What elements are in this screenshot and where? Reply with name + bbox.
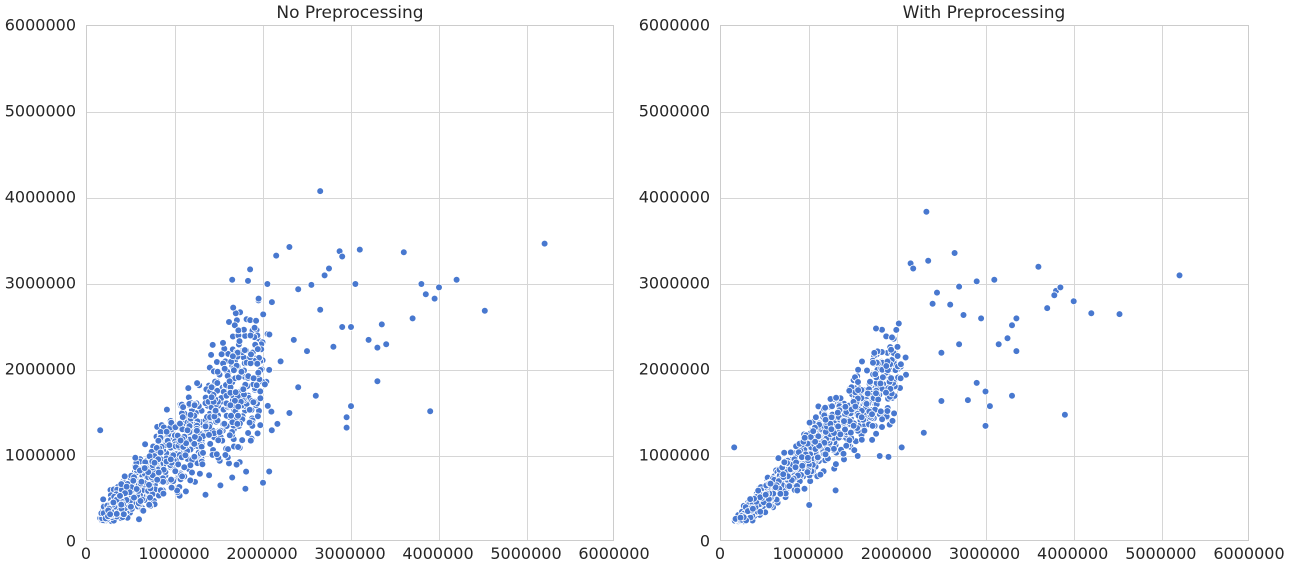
x-tick-label: 1000000 bbox=[138, 544, 210, 563]
gridline-vertical bbox=[1161, 26, 1163, 540]
gridline-vertical bbox=[351, 26, 352, 540]
chart-title: With Preprocessing bbox=[902, 3, 1066, 23]
x-tick-label: 6000000 bbox=[1213, 544, 1285, 563]
y-tick-label: 1000000 bbox=[4, 445, 76, 465]
y-tick-label: 4000000 bbox=[4, 187, 76, 207]
gridline-vertical bbox=[263, 26, 264, 540]
y-tick-label: 6000000 bbox=[638, 15, 710, 35]
plot-area bbox=[86, 25, 614, 541]
x-tick-label: 3000000 bbox=[314, 544, 386, 563]
gridline-vertical bbox=[439, 26, 440, 540]
y-tick-label: 4000000 bbox=[638, 187, 710, 207]
plot-area bbox=[720, 25, 1249, 541]
gridline-horizontal bbox=[87, 112, 613, 113]
y-tick-label: 2000000 bbox=[4, 359, 76, 379]
gridline-horizontal bbox=[721, 198, 1248, 199]
y-tick-label: 1000000 bbox=[638, 445, 710, 465]
x-tick-label: 4000000 bbox=[402, 544, 474, 563]
y-tick-label: 3000000 bbox=[638, 273, 710, 293]
gridline-vertical bbox=[175, 26, 176, 540]
y-tick-label: 5000000 bbox=[638, 101, 710, 121]
gridline-vertical bbox=[1073, 26, 1075, 540]
gridline-horizontal bbox=[721, 284, 1248, 285]
y-tick-label: 0 bbox=[65, 531, 76, 551]
x-tick-label: 5000000 bbox=[1125, 544, 1197, 563]
gridline-horizontal bbox=[721, 456, 1248, 457]
x-tick-label: 4000000 bbox=[1037, 544, 1109, 563]
gridline-horizontal bbox=[87, 370, 613, 371]
x-tick-label: 1000000 bbox=[772, 544, 844, 563]
gridline-horizontal bbox=[721, 112, 1248, 113]
gridline-vertical bbox=[897, 26, 899, 540]
scatter-points bbox=[96, 187, 549, 525]
y-tick-label: 2000000 bbox=[638, 359, 710, 379]
y-tick-label: 6000000 bbox=[4, 15, 76, 35]
x-tick-label: 2000000 bbox=[226, 544, 298, 563]
x-tick-label: 5000000 bbox=[490, 544, 562, 563]
x-tick-label: 6000000 bbox=[578, 544, 650, 563]
gridline-vertical bbox=[985, 26, 987, 540]
gridline-horizontal bbox=[87, 198, 613, 199]
x-tick-label: 2000000 bbox=[860, 544, 932, 563]
y-tick-label: 5000000 bbox=[4, 101, 76, 121]
gridline-horizontal bbox=[721, 370, 1248, 371]
x-tick-label: 0 bbox=[714, 544, 726, 563]
y-tick-label: 3000000 bbox=[4, 273, 76, 293]
chart-no-preprocessing: No Preprocessing 0 1000000 2000000 3000000 4… bbox=[0, 0, 650, 571]
gridline-vertical bbox=[527, 26, 528, 540]
gridline-vertical bbox=[809, 26, 811, 540]
gridline-horizontal bbox=[87, 456, 613, 457]
x-tick-label: 0 bbox=[80, 544, 92, 563]
chart-title: No Preprocessing bbox=[276, 3, 424, 23]
x-tick-label: 3000000 bbox=[948, 544, 1021, 563]
scatter-points bbox=[730, 208, 1184, 526]
y-tick-label: 0 bbox=[699, 531, 710, 551]
gridline-horizontal bbox=[87, 284, 613, 285]
